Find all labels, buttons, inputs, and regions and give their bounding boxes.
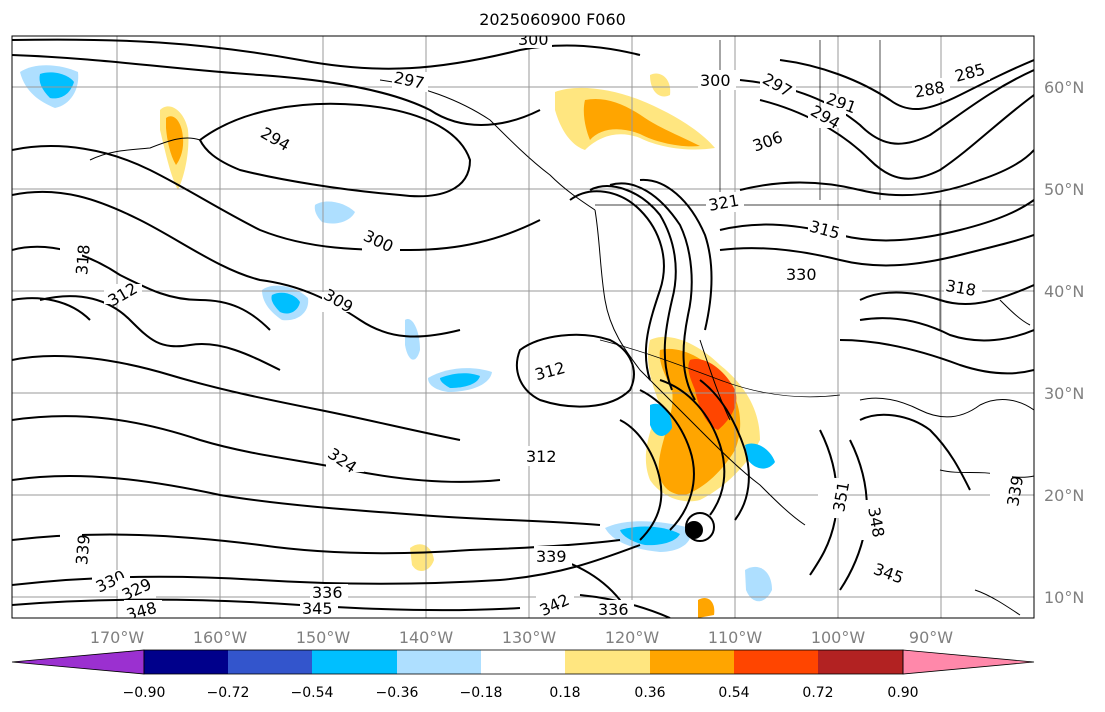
- shade-neg-9: [650, 403, 672, 436]
- lon-tick-label: 120°W: [605, 628, 660, 647]
- colorbar-extend-high: [902, 649, 1035, 675]
- colorbar-segment: [481, 650, 565, 674]
- shade-neg-3-core: [440, 373, 480, 388]
- colorbar-segment: [565, 650, 650, 674]
- lon-tick-label: 140°W: [399, 628, 454, 647]
- contour-label: 345: [302, 599, 333, 618]
- lat-tick-label: 50°N: [1044, 180, 1084, 199]
- borders: [595, 40, 1034, 398]
- colorbar-tick-label: −0.36: [376, 685, 419, 701]
- lon-tick-label: 110°W: [708, 628, 763, 647]
- colorbar-tick-label: 0.90: [887, 685, 918, 701]
- contour-label: 330: [786, 265, 817, 284]
- shade-mexico-strong: [688, 359, 737, 430]
- shade-neg-1-core: [39, 72, 74, 99]
- colorbar-segment: [397, 650, 481, 674]
- contour-lines: [12, 38, 1034, 618]
- colorbar-tick-label: −0.90: [123, 685, 166, 701]
- contour-label: 300: [518, 30, 549, 49]
- lat-tick-label: 40°N: [1044, 282, 1084, 301]
- colorbar-extend-low: [11, 649, 145, 675]
- contour-label: 339: [536, 547, 567, 566]
- shade-small-1: [410, 544, 434, 572]
- colorbar-tick-label: −0.54: [291, 685, 334, 701]
- lat-tick-label: 10°N: [1044, 588, 1084, 607]
- colorbar-segment: [818, 650, 903, 674]
- contour-label: 348: [124, 598, 158, 624]
- graticule: [12, 36, 1034, 618]
- shade-small-2: [698, 597, 715, 618]
- lat-tick-label: 30°N: [1044, 384, 1084, 403]
- shade-alaska-positive-core: [166, 116, 184, 165]
- colorbar-tick-label: 0.18: [549, 685, 580, 701]
- map-title: 2025060900 F060: [479, 10, 626, 29]
- shade-neg-7: [314, 201, 355, 224]
- lon-tick-label: 170°W: [90, 628, 145, 647]
- contour-labels: 300 297 297 300 291 294 288 285 306 294 …: [60, 30, 1027, 624]
- lon-tick-label: 150°W: [296, 628, 351, 647]
- map-frame: [11, 35, 1035, 619]
- shade-neg-5: [745, 443, 775, 469]
- lon-tick-label: 100°W: [811, 628, 866, 647]
- colorbar-segment: [312, 650, 397, 674]
- contour-label: 312: [526, 447, 557, 466]
- colorbar-tick-label: 0.54: [718, 685, 749, 701]
- shade-small-3: [650, 73, 671, 97]
- colorbar-tick-label: 0.36: [634, 685, 665, 701]
- lat-tick-label: 20°N: [1044, 486, 1084, 505]
- contour-label: 318: [72, 244, 94, 276]
- contour-label: 339: [72, 534, 94, 566]
- contour-label: 300: [700, 71, 731, 90]
- lon-axis: 170°W 160°W 150°W 140°W 130°W 120°W 110°…: [90, 628, 953, 647]
- colorbar-segment: [650, 650, 734, 674]
- shade-canada-positive-core: [583, 98, 700, 147]
- colorbar-tick-label: −0.72: [207, 685, 250, 701]
- contour-label: 336: [312, 583, 343, 602]
- coastlines: [89, 79, 1034, 616]
- shade-neg-6: [745, 566, 772, 602]
- lon-tick-label: 90°W: [909, 628, 953, 647]
- lat-tick-label: 60°N: [1044, 78, 1084, 97]
- shade-neg-4-core: [620, 526, 680, 546]
- shade-neg-8: [405, 319, 420, 360]
- shade-neg-2-core: [271, 292, 300, 314]
- colorbar-tick-label: 0.72: [802, 685, 833, 701]
- colorbar-tick-label: −0.18: [460, 685, 503, 701]
- colorbar-segment: [734, 650, 818, 674]
- lon-tick-label: 160°W: [193, 628, 248, 647]
- colorbar-segment: [228, 650, 312, 674]
- storm-center: [685, 512, 715, 542]
- colorbar-segment: [144, 650, 228, 674]
- colorbar: −0.90 −0.72 −0.54 −0.36 −0.18 0.18 0.36 …: [11, 649, 1035, 701]
- lat-axis: 60°N 50°N 40°N 30°N 20°N 10°N: [1044, 78, 1084, 607]
- contour-label: 336: [598, 600, 629, 619]
- lon-tick-label: 130°W: [502, 628, 557, 647]
